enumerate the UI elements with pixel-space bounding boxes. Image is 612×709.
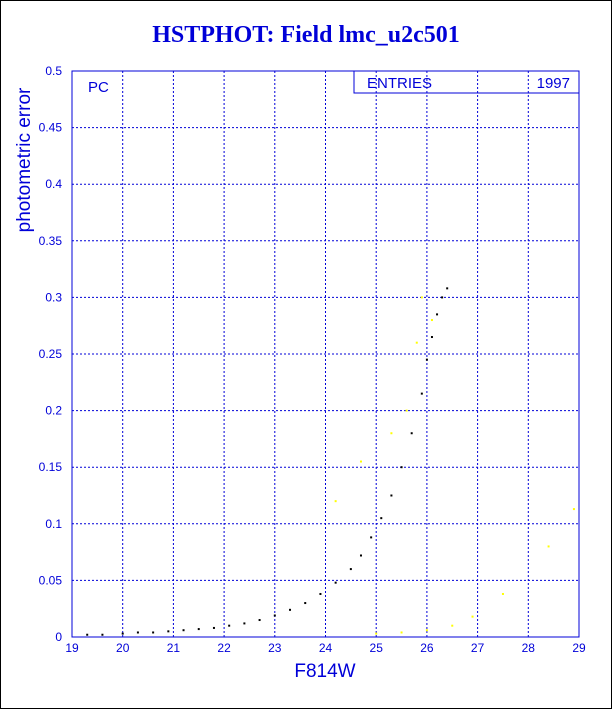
data-point	[212, 626, 215, 629]
data-point	[420, 296, 423, 299]
data-point	[182, 629, 185, 632]
y-axis-label: photometric error	[14, 87, 35, 232]
data-point	[334, 500, 337, 503]
data-point	[359, 554, 362, 557]
x-tick-label: 22	[217, 641, 231, 655]
x-tick-label: 27	[471, 641, 485, 655]
data-point	[446, 287, 449, 290]
y-tick-label: 0.1	[45, 517, 62, 531]
data-point	[375, 632, 378, 635]
data-point	[380, 517, 383, 520]
data-point	[167, 630, 170, 633]
data-point	[243, 622, 246, 625]
x-tick-label: 29	[572, 641, 586, 655]
data-point	[349, 568, 352, 571]
data-point	[420, 392, 423, 395]
data-point	[136, 631, 139, 634]
data-point	[400, 631, 403, 634]
x-tick-label: 24	[319, 641, 333, 655]
data-point	[228, 624, 231, 627]
y-tick-label: 0.2	[45, 404, 62, 418]
x-tick-label: 19	[65, 641, 79, 655]
data-point	[121, 632, 124, 635]
data-point	[425, 358, 428, 361]
data-point	[441, 296, 444, 299]
x-tick-label: 21	[167, 641, 181, 655]
y-tick-label: 0.05	[39, 573, 63, 587]
y-tick-label: 0.5	[45, 64, 62, 78]
data-point	[334, 581, 337, 584]
data-point	[436, 313, 439, 316]
data-point	[86, 633, 89, 636]
y-tick-label: 0.35	[39, 234, 63, 248]
x-tick-label: 20	[116, 641, 130, 655]
data-point	[370, 536, 373, 539]
data-point	[400, 466, 403, 469]
y-tick-label: 0.45	[39, 121, 63, 135]
data-point	[390, 432, 393, 435]
panel-label: PC	[88, 79, 109, 96]
data-point	[289, 608, 292, 611]
x-axis-label: F814W	[294, 661, 355, 682]
grid-lines	[72, 71, 579, 637]
data-point	[430, 319, 433, 322]
data-point	[425, 629, 428, 632]
data-point	[415, 341, 418, 344]
x-tick-label: 28	[522, 641, 536, 655]
data-point	[572, 508, 575, 511]
y-tick-label: 0.15	[39, 460, 63, 474]
y-tick-label: 0.25	[39, 347, 63, 361]
plot-frame	[71, 70, 580, 638]
data-point	[273, 614, 276, 617]
x-tick-label: 25	[370, 641, 384, 655]
data-point	[430, 336, 433, 339]
data-point	[197, 628, 200, 631]
chart-title: HSTPHOT: Field lmc_u2c501	[152, 22, 460, 48]
data-point	[359, 460, 362, 463]
stats-entries-value: 1997	[537, 75, 570, 92]
y-tick-label: 0.3	[45, 290, 62, 304]
data-point	[547, 545, 550, 548]
data-point	[390, 494, 393, 497]
stats-box	[353, 70, 580, 94]
data-points	[86, 287, 575, 636]
data-point	[471, 615, 474, 618]
data-point	[451, 624, 454, 627]
x-tick-label: 26	[420, 641, 434, 655]
y-tick-label: 0	[55, 630, 62, 644]
data-point	[410, 432, 413, 435]
data-point	[152, 631, 155, 634]
data-point	[101, 633, 104, 636]
data-point	[304, 602, 307, 605]
data-point	[501, 592, 504, 595]
x-tick-label: 23	[268, 641, 282, 655]
y-tick-labels: 0 0.05 0.1 0.15 0.2 0.25 0.3 0.35 0.4 0.45 0.5	[39, 64, 63, 644]
x-tick-labels: 19 20 21 22 23 24 25 26 27 28 29	[65, 641, 586, 655]
data-point	[258, 619, 261, 622]
data-point	[405, 409, 408, 412]
stats-entries-label: ENTRIES	[367, 75, 432, 92]
y-tick-label: 0.4	[45, 177, 62, 191]
data-point	[319, 592, 322, 595]
